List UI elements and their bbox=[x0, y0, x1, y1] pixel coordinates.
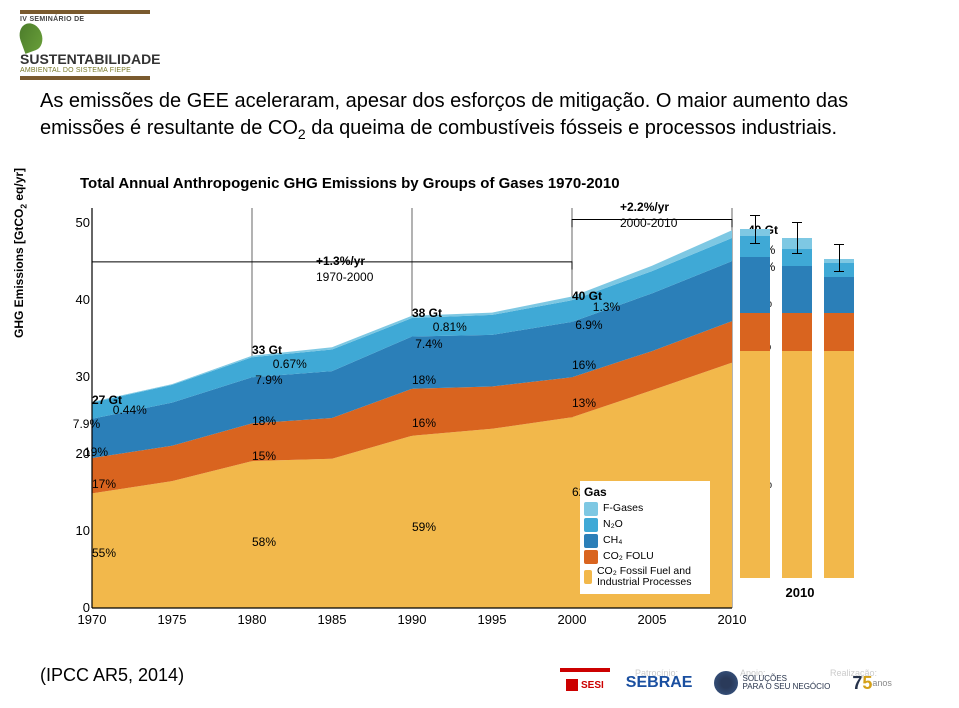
sebrae-logo: SEBRAE bbox=[620, 668, 699, 698]
pct-label: 0.81% bbox=[433, 320, 467, 334]
pct-label: 55% bbox=[92, 546, 116, 560]
logo-line1: IV SEMINÁRIO DE bbox=[20, 16, 150, 23]
pct-label: 18% bbox=[252, 414, 276, 428]
globe-icon bbox=[714, 671, 738, 695]
anniversary-logo: 75anos bbox=[846, 668, 898, 698]
legend-label: F-Gases bbox=[603, 503, 643, 514]
y-tick: 30 bbox=[70, 369, 90, 384]
legend-swatch bbox=[584, 534, 598, 548]
legend-item: CH₄ bbox=[584, 534, 706, 548]
right-bars: 2010 bbox=[740, 208, 910, 608]
bar-segment bbox=[782, 351, 812, 578]
chart-annotation: +2.2%/yr bbox=[620, 200, 669, 214]
legend-swatch bbox=[584, 550, 598, 564]
chart-annotation: 1970-2000 bbox=[316, 270, 373, 284]
bar-segment bbox=[740, 351, 770, 578]
x-tick: 2005 bbox=[638, 612, 667, 640]
uncertainty-bar bbox=[782, 238, 812, 578]
legend-title: Gas bbox=[584, 485, 706, 499]
legend-label: N₂O bbox=[603, 519, 623, 530]
legend-swatch bbox=[584, 518, 598, 532]
leaf-icon bbox=[16, 20, 46, 54]
error-bar bbox=[797, 222, 798, 254]
x-tick: 2000 bbox=[558, 612, 587, 640]
chart-annotation: +1.3%/yr bbox=[316, 254, 365, 268]
pct-label: 58% bbox=[252, 535, 276, 549]
x-tick: 1985 bbox=[318, 612, 347, 640]
pct-label: 15% bbox=[252, 449, 276, 463]
y-tick: 10 bbox=[70, 523, 90, 538]
bar-segment bbox=[740, 313, 770, 351]
legend-item: N₂O bbox=[584, 518, 706, 532]
y-axis-label: GHG Emissions [GtCO2 eq/yr] bbox=[12, 168, 28, 338]
error-bar bbox=[755, 215, 756, 243]
x-tick: 1980 bbox=[238, 612, 267, 640]
legend-label: CO₂ Fossil Fuel and Industrial Processes bbox=[597, 566, 706, 588]
pct-label: 1.3% bbox=[593, 300, 620, 314]
citation: (IPCC AR5, 2014) bbox=[40, 665, 184, 686]
bar-segment bbox=[824, 351, 854, 578]
chart: Total Annual Anthropogenic GHG Emissions… bbox=[40, 175, 920, 645]
legend-swatch bbox=[584, 570, 592, 584]
event-logo: IV SEMINÁRIO DE SUSTENTABILIDADE AMBIENT… bbox=[20, 10, 150, 70]
bar-segment bbox=[740, 257, 770, 313]
pct-label: 16% bbox=[572, 358, 596, 372]
x-tick: 1990 bbox=[398, 612, 427, 640]
x-tick: 1970 bbox=[78, 612, 107, 640]
bar-segment bbox=[782, 266, 812, 312]
y-tick: 50 bbox=[70, 215, 90, 230]
slide-heading: As emissões de GEE aceleraram, apesar do… bbox=[20, 88, 939, 154]
pct-label: 59% bbox=[412, 520, 436, 534]
pct-label: 17% bbox=[92, 477, 116, 491]
uncertainty-bar bbox=[740, 229, 770, 578]
chart-annotation: 2000-2010 bbox=[620, 216, 677, 230]
legend-swatch bbox=[584, 502, 598, 516]
legend-label: CH₄ bbox=[603, 535, 622, 546]
pct-label: 6.9% bbox=[575, 318, 602, 332]
error-bar bbox=[839, 244, 840, 272]
pct-label: 19% bbox=[84, 445, 108, 459]
heading-sub: 2 bbox=[298, 126, 306, 142]
bar-segment bbox=[782, 313, 812, 351]
x-tick: 1975 bbox=[158, 612, 187, 640]
legend-item: CO₂ Fossil Fuel and Industrial Processes bbox=[584, 566, 706, 588]
fiepe-logo: SOLUÇÕESPARA O SEU NEGÓCIO bbox=[708, 668, 836, 698]
bar-segment bbox=[824, 313, 854, 351]
legend: Gas F-Gases N₂O CH₄ CO₂ FOLU CO₂ Fossil Fuel… bbox=[580, 481, 710, 594]
footer-logos: SESI SEBRAE SOLUÇÕESPARA O SEU NEGÓCIO 7… bbox=[560, 668, 898, 698]
heading-text-2: da queima de combustíveis fósseis e proc… bbox=[306, 117, 837, 139]
pct-label: 7.9% bbox=[255, 373, 282, 387]
x-tick: 1995 bbox=[478, 612, 507, 640]
x-tick: 2010 bbox=[718, 612, 747, 640]
logo-line2: SUSTENTABILIDADE bbox=[20, 51, 161, 67]
pct-label: 0.44% bbox=[113, 403, 147, 417]
uncertainty-bar bbox=[824, 259, 854, 578]
pct-label: 18% bbox=[412, 373, 436, 387]
bar-segment bbox=[824, 277, 854, 313]
chart-title: Total Annual Anthropogenic GHG Emissions… bbox=[80, 175, 920, 192]
y-tick: 40 bbox=[70, 292, 90, 307]
chart-annotation: 38 Gt bbox=[412, 306, 442, 320]
chart-annotation: 33 Gt bbox=[252, 343, 282, 357]
right-bars-xlabel: 2010 bbox=[786, 585, 815, 600]
pct-label: 13% bbox=[572, 396, 596, 410]
sesi-logo: SESI bbox=[560, 668, 610, 698]
legend-label: CO₂ FOLU bbox=[603, 551, 654, 562]
pct-label: 0.67% bbox=[273, 357, 307, 371]
logo-line3: AMBIENTAL DO SISTEMA FIEPE bbox=[20, 67, 150, 74]
legend-item: CO₂ FOLU bbox=[584, 550, 706, 564]
pct-label: 7.4% bbox=[415, 337, 442, 351]
legend-item: F-Gases bbox=[584, 502, 706, 516]
plot-area: GHG Emissions [GtCO2 eq/yr] 01020304050 … bbox=[40, 198, 920, 638]
pct-label: 7.9% bbox=[73, 417, 100, 431]
pct-label: 16% bbox=[412, 416, 436, 430]
